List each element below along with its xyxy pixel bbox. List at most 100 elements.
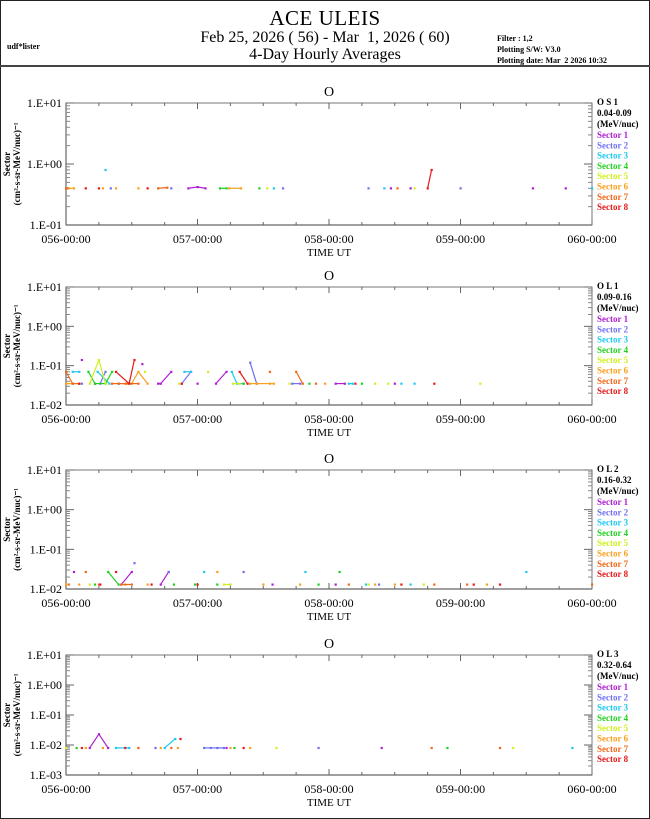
legend-energy: 0.09-0.16 (597, 292, 632, 302)
data-point (130, 583, 133, 586)
x-tick-label: 057-00:00 (173, 232, 222, 246)
data-segment (197, 186, 206, 189)
data-segment (115, 371, 130, 385)
data-point (512, 746, 515, 750)
data-point (104, 168, 107, 172)
data-point (338, 570, 341, 574)
data-point (281, 187, 285, 190)
averaging-subtitle: 4-Day Hourly Averages (249, 46, 401, 63)
data-point (108, 382, 111, 385)
data-point (466, 583, 469, 586)
data-point (525, 570, 528, 574)
data-point (159, 583, 162, 586)
data-point (413, 187, 416, 190)
data-segment (249, 362, 258, 384)
data-point (72, 570, 76, 574)
series-sector-1 (88, 733, 383, 750)
legend-species: O L 3 (597, 649, 619, 659)
data-point (84, 746, 87, 750)
x-tick-label: 058-00:00 (304, 782, 353, 796)
data-point (78, 583, 81, 586)
data-point (137, 746, 140, 750)
legend-species: O L 2 (597, 464, 619, 474)
chart-panel-3: 056-00:00 057-00:00 058-00:00 059-00:00 060-… (2, 452, 639, 623)
data-segment (107, 571, 120, 585)
data-point (308, 382, 311, 385)
data-point (238, 382, 241, 385)
legend-entry-sector-1: Sector 1 (597, 130, 629, 140)
data-point (93, 583, 97, 586)
data-point (97, 187, 101, 190)
data-point (189, 370, 193, 373)
data-point (167, 570, 170, 574)
series-sector-5 (65, 746, 515, 750)
data-point (141, 363, 144, 366)
software-version: Plotting S/W: V3.0 (497, 45, 561, 54)
data-point (179, 737, 182, 741)
y-tick-label: 1.E+01 (27, 96, 62, 110)
data-point (433, 382, 436, 385)
data-point (65, 746, 68, 750)
x-tick-label: 059-00:00 (436, 782, 485, 796)
data-segment (160, 371, 172, 384)
y-axis-label: Sector (2, 152, 12, 177)
data-point (233, 746, 236, 750)
data-segment (104, 371, 113, 384)
data-segment (164, 738, 176, 749)
legend-entry-sector-8: Sector 8 (597, 202, 629, 212)
x-tick-label: 060-00:00 (567, 596, 616, 610)
series-sector-1 (72, 570, 337, 586)
data-point (268, 370, 272, 373)
data-point (78, 370, 81, 373)
plot-area (65, 654, 593, 776)
data-point (80, 358, 83, 362)
data-point (204, 187, 207, 190)
data-point (128, 382, 131, 385)
y-tick-label: 1.E-01 (30, 218, 62, 232)
y-tick-label: 1.E+00 (27, 319, 62, 333)
data-point (75, 746, 78, 750)
data-point (88, 746, 91, 750)
x-tick-label: 059-00:00 (436, 412, 485, 426)
plot-area (65, 469, 593, 590)
data-point (133, 358, 136, 362)
data-point (229, 583, 232, 586)
data-point (409, 187, 412, 190)
data-segment (239, 371, 248, 384)
legend-entry-sector-2: Sector 2 (597, 507, 629, 517)
legend-entry-sector-7: Sector 7 (597, 376, 629, 386)
y-tick-label: 1.E+00 (27, 157, 62, 171)
legend-entry-sector-5: Sector 5 (597, 723, 629, 733)
data-segment (131, 371, 139, 384)
data-point (159, 746, 162, 750)
data-point (591, 187, 594, 190)
data-segment (215, 371, 227, 384)
data-point (413, 382, 416, 385)
data-point (564, 187, 567, 190)
data-segment (120, 571, 133, 585)
data-point (422, 583, 425, 586)
data-segment (89, 359, 100, 384)
data-point (343, 382, 346, 385)
data-point (216, 583, 219, 586)
x-tick-label: 060-00:00 (567, 412, 616, 426)
panel-title: O (324, 637, 334, 652)
data-point (242, 570, 245, 574)
data-segment (160, 571, 170, 585)
series-sector-7 (67, 570, 594, 586)
data-segment (128, 359, 135, 384)
x-tick-label: 060-00:00 (567, 232, 616, 246)
data-point (170, 746, 173, 750)
legend-energy: 0.04-0.09 (597, 108, 632, 118)
series-sector-8 (84, 168, 433, 190)
y-tick-label: 1.E-03 (30, 768, 62, 782)
x-axis-label: TIME UT (307, 427, 352, 439)
data-point (400, 583, 403, 586)
data-point (459, 187, 462, 190)
legend-entry-sector-7: Sector 7 (597, 192, 629, 202)
data-point (498, 583, 502, 586)
data-point (433, 583, 436, 586)
